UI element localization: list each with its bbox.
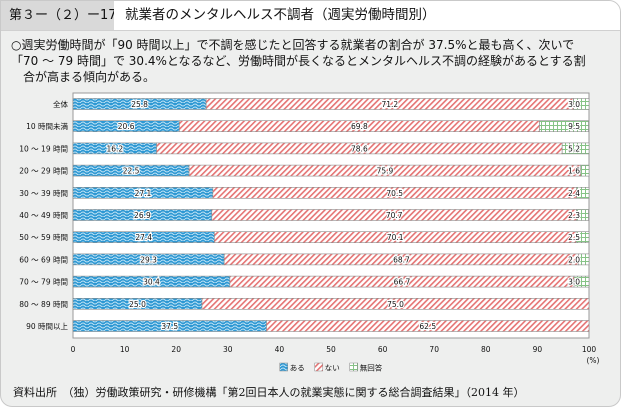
value-label: 20.6 bbox=[118, 122, 135, 131]
value-label: 22.5 bbox=[123, 167, 140, 176]
summary-line: 「70 ～ 79 時間」で 30.4%となるなど、労働時間が長くなるとメンタルヘ… bbox=[11, 54, 586, 68]
legend-swatch bbox=[279, 362, 288, 372]
value-label: 2.0 bbox=[568, 255, 580, 264]
x-tick-label: 50 bbox=[326, 345, 336, 354]
x-tick-label: 20 bbox=[171, 345, 181, 354]
value-label: 3.0 bbox=[568, 278, 580, 287]
category-label: 60 ～ 69 時間 bbox=[19, 255, 68, 264]
value-label: 1.6 bbox=[568, 167, 580, 176]
x-tick-label: 60 bbox=[378, 345, 388, 354]
bar-segment-no-answer bbox=[576, 209, 589, 221]
value-label: 27.4 bbox=[135, 233, 152, 242]
legend-label: ない bbox=[325, 364, 340, 373]
value-label: 30.4 bbox=[143, 278, 160, 287]
legend-label: 無回答 bbox=[360, 363, 383, 373]
summary-line: 合が高まる傾向がある。 bbox=[23, 70, 156, 84]
value-label: 78.6 bbox=[351, 144, 368, 153]
source-note: 資料出所 （独）労働政策研究・研修機構「第2回日本人の就業実態に関する総合調査結… bbox=[13, 386, 525, 399]
bar-segment-no bbox=[201, 297, 590, 310]
value-label: 37.5 bbox=[161, 322, 178, 331]
value-label: 71.2 bbox=[381, 100, 398, 109]
value-label: 3.0 bbox=[568, 100, 580, 109]
value-label: 70.7 bbox=[386, 211, 403, 220]
value-label: 29.3 bbox=[140, 255, 157, 264]
value-label: 70.5 bbox=[386, 189, 403, 198]
value-label: 75.0 bbox=[387, 300, 404, 309]
x-tick-label: 100 bbox=[582, 345, 597, 354]
value-label: 5.2 bbox=[568, 144, 580, 153]
category-label: 20 ～ 29 時間 bbox=[19, 167, 68, 176]
value-label: 2.5 bbox=[568, 233, 580, 242]
value-label: 68.7 bbox=[393, 255, 410, 264]
value-label: 25.0 bbox=[129, 300, 146, 309]
x-tick-label: 80 bbox=[481, 345, 491, 354]
x-tick-label: 10 bbox=[120, 345, 130, 354]
category-label: 40 ～ 49 時間 bbox=[19, 211, 68, 220]
value-label: 75.9 bbox=[377, 167, 394, 176]
category-label: 10 時間未満 bbox=[26, 121, 68, 131]
value-label: 9.5 bbox=[568, 122, 580, 131]
value-label: 16.2 bbox=[106, 144, 123, 153]
legend-swatch bbox=[314, 362, 323, 372]
value-label: 69.8 bbox=[351, 122, 368, 131]
value-label: 70.1 bbox=[387, 233, 404, 242]
bar-segment-no-answer bbox=[576, 187, 590, 199]
figure-number: 第３ー（２）ー17図 bbox=[1, 1, 114, 30]
x-tick-label: 90 bbox=[533, 345, 543, 354]
value-label: 2.4 bbox=[568, 189, 580, 198]
bar-segment-no-answer bbox=[573, 275, 590, 288]
bar-segment-no-answer bbox=[580, 164, 590, 177]
value-label: 26.9 bbox=[134, 211, 151, 220]
bar-segment-no bbox=[266, 320, 590, 332]
category-label: 10 ～ 19 時間 bbox=[19, 144, 68, 153]
summary-text: ○週実労働時間が「90 時間以上」で不調を感じたと回答する就業者の割合が 37.… bbox=[11, 37, 613, 85]
bar-segment-no-answer bbox=[539, 120, 589, 132]
bar-segment-no-answer bbox=[575, 231, 590, 243]
bar-segment-no-answer bbox=[561, 142, 590, 155]
x-axis-unit-label: (%) bbox=[587, 356, 600, 365]
x-tick-label: 40 bbox=[275, 345, 285, 354]
category-label: 90 時間以上 bbox=[26, 322, 68, 331]
x-tick-label: 70 bbox=[429, 345, 439, 354]
category-label: 30 ～ 39 時間 bbox=[19, 189, 68, 198]
legend-swatch bbox=[349, 362, 358, 372]
summary-line: ○週実労働時間が「90 時間以上」で不調を感じたと回答する就業者の割合が 37.… bbox=[11, 38, 575, 52]
category-label: 70 ～ 79 時間 bbox=[19, 278, 68, 287]
category-label: 50 ～ 59 時間 bbox=[19, 233, 68, 242]
value-label: 62.5 bbox=[419, 322, 436, 331]
title-bar: 第３ー（２）ー17図 就業者のメンタルヘルス不調者（週実労働時間別） bbox=[1, 1, 620, 31]
legend-label: ある bbox=[290, 364, 305, 373]
category-label: 全体 bbox=[53, 99, 68, 109]
x-tick-label: 0 bbox=[71, 345, 76, 354]
value-label: 27.1 bbox=[135, 189, 152, 198]
figure-title: 就業者のメンタルヘルス不調者（週実労働時間別） bbox=[125, 7, 436, 23]
bar-segment-no-answer bbox=[578, 253, 590, 266]
x-tick-label: 30 bbox=[223, 345, 233, 354]
bar-segment-no-answer bbox=[573, 98, 590, 110]
value-label: 66.7 bbox=[394, 278, 411, 287]
value-label: 25.8 bbox=[131, 100, 148, 109]
category-label: 80 ～ 89 時間 bbox=[19, 300, 68, 309]
value-label: 2.3 bbox=[568, 211, 580, 220]
